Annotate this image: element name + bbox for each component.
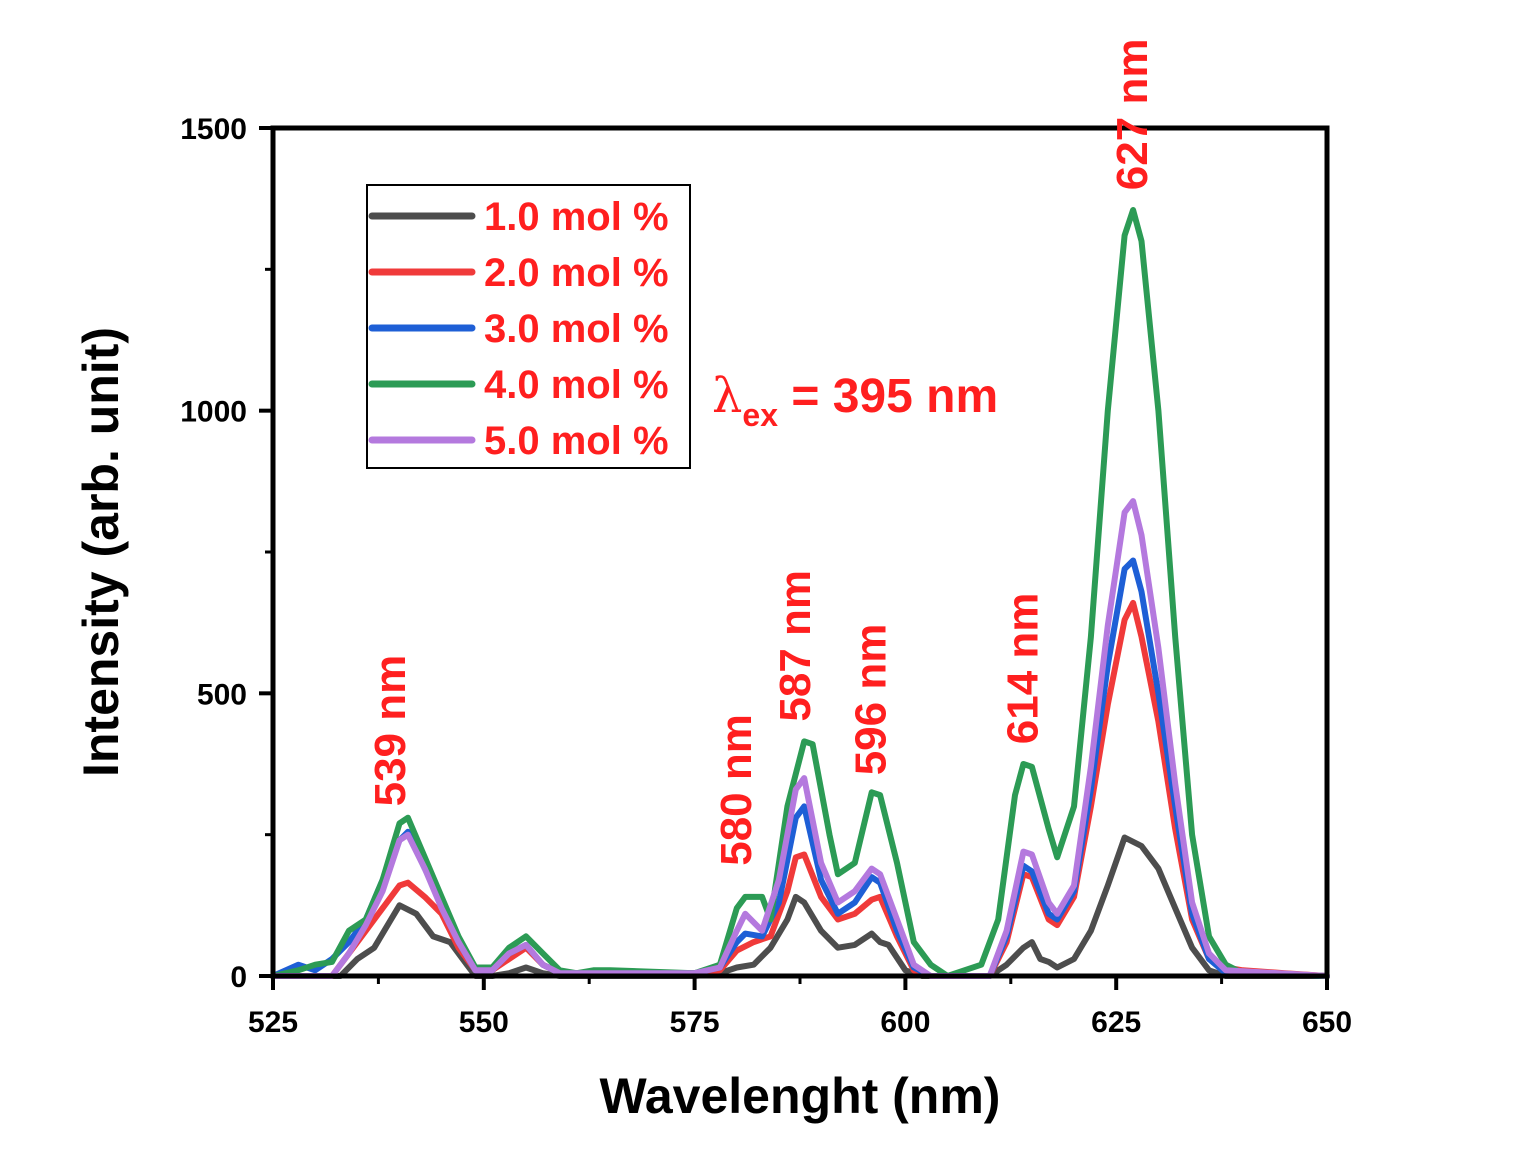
legend: 1.0 mol % 2.0 mol % 3.0 mol % 4.0 mol % 5.0 … [366,184,691,469]
excitation-lambda: λ [712,368,742,424]
peak-label: 539 nm [366,655,415,807]
legend-entry-label: 4.0 mol % [484,363,669,407]
peak-label: 580 nm [712,714,761,866]
x-tick-label: 525 [248,1006,298,1039]
axes-group: 525 550 575 600 625 650 0 500 1000 1500 [180,113,1352,1039]
y-axis-title: Intensity (arb. unit) [73,327,129,777]
series-line [270,498,1330,979]
x-axis-title: Wavelenght (nm) [600,1068,1001,1124]
peak-label: 614 nm [998,593,1047,745]
excitation-label: λex = 395 nm [712,368,998,433]
y-tick-label: 500 [197,678,247,711]
x-tick-label: 550 [459,1006,509,1039]
x-tick-label: 575 [670,1006,720,1039]
peak-label: 596 nm [847,624,896,776]
legend-entry-label: 5.0 mol % [484,419,669,463]
excitation-value: = 395 nm [778,370,998,423]
peak-label: 587 nm [771,570,820,722]
legend-entry-label: 3.0 mol % [484,307,669,351]
y-tick-label: 1000 [180,396,247,429]
series-line [270,207,1330,979]
x-tick-label: 625 [1091,1006,1141,1039]
x-tick-label: 650 [1302,1006,1352,1039]
y-tick-label: 0 [230,961,247,994]
peak-label: 627 nm [1108,39,1157,191]
y-tick-label: 1500 [180,113,247,146]
legend-entry-label: 1.0 mol % [484,195,669,239]
excitation-subscript: ex [742,397,778,433]
series-group [270,207,1330,979]
series-line [270,834,1330,979]
legend-entry-label: 2.0 mol % [484,251,669,295]
x-tick-label: 600 [880,1006,930,1039]
